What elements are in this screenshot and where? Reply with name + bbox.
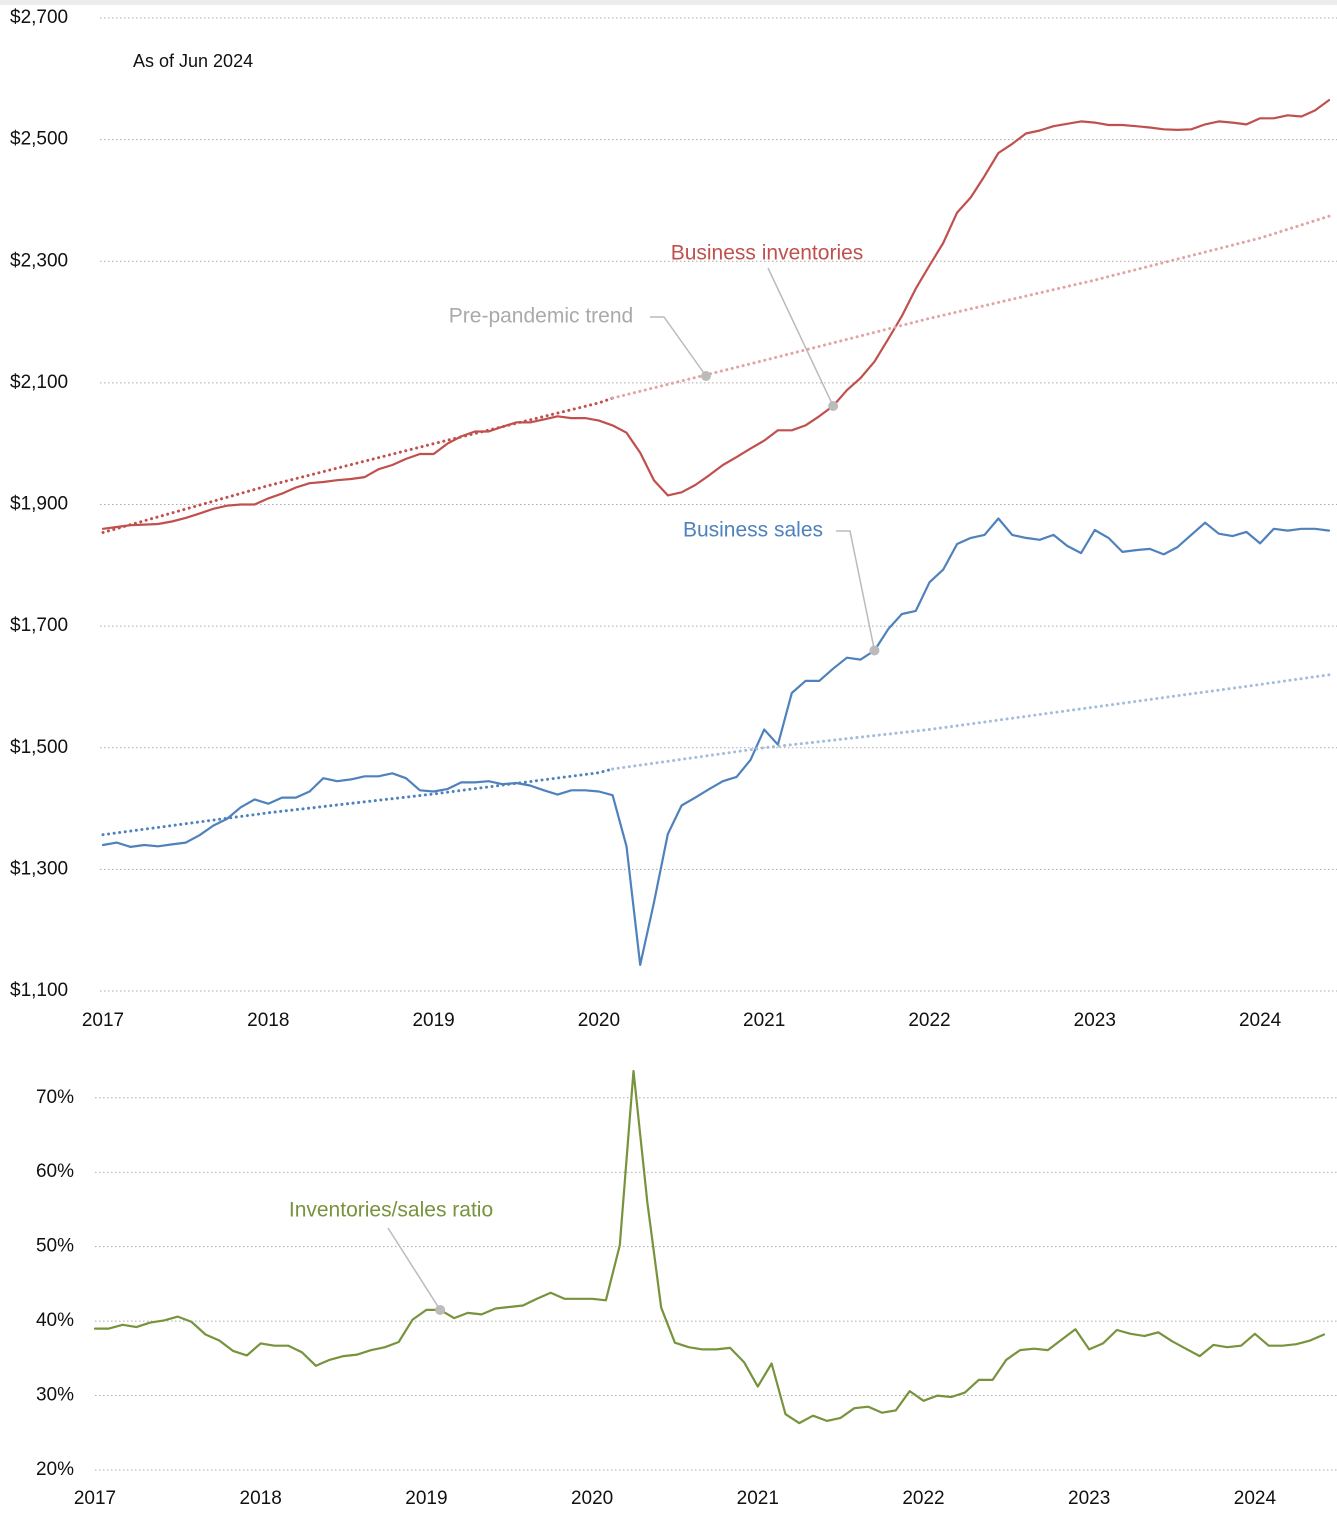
y-tick-label: 40% <box>36 1310 74 1331</box>
y-tick-label: $1,700 <box>10 615 68 636</box>
series-label: Pre-pandemic trend <box>449 305 633 328</box>
x-tick-label: 2023 <box>1074 1010 1116 1031</box>
y-tick-label: $2,300 <box>10 250 68 271</box>
y-tick-label: 20% <box>36 1459 74 1480</box>
y-tick-label: $1,900 <box>10 494 68 515</box>
leader-dot <box>435 1304 446 1315</box>
series-line <box>101 99 1331 530</box>
x-tick-label: 2021 <box>737 1488 779 1509</box>
leader-dot <box>869 645 880 656</box>
top-band <box>0 0 1337 5</box>
y-tick-label: $2,700 <box>10 7 68 28</box>
x-tick-label: 2022 <box>908 1010 950 1031</box>
x-tick-label: 2023 <box>1068 1488 1110 1509</box>
note: As of Jun 2024 <box>133 51 253 71</box>
x-tick-label: 2024 <box>1234 1488 1277 1509</box>
x-tick-label: 2017 <box>74 1488 116 1509</box>
y-tick-label: 60% <box>36 1161 74 1182</box>
y-tick-label: 30% <box>36 1385 74 1406</box>
leader-line <box>836 530 876 651</box>
leader-line <box>387 1227 441 1311</box>
x-tick-label: 2019 <box>405 1488 447 1509</box>
trend-line <box>101 767 615 837</box>
x-tick-label: 2017 <box>82 1010 124 1031</box>
y-tick-label: 50% <box>36 1236 74 1257</box>
x-tick-label: 2020 <box>578 1010 620 1031</box>
series-line <box>93 1069 1326 1425</box>
series-label: Business sales <box>683 519 823 542</box>
series-line <box>101 517 1331 966</box>
leader-line <box>650 316 707 377</box>
x-tick-label: 2022 <box>902 1488 944 1509</box>
trend-line <box>611 214 1331 400</box>
x-tick-label: 2021 <box>743 1010 785 1031</box>
series-label: Business inventories <box>671 242 864 265</box>
y-tick-label: $1,100 <box>10 980 68 1001</box>
leader-line <box>767 267 834 407</box>
leader-dot <box>701 371 711 381</box>
x-tick-label: 2019 <box>412 1010 454 1031</box>
y-tick-label: $2,500 <box>10 129 68 150</box>
x-tick-label: 2018 <box>247 1010 289 1031</box>
y-tick-label: $2,100 <box>10 372 68 393</box>
y-tick-label: $1,500 <box>10 737 68 758</box>
trend-line <box>611 673 1331 771</box>
y-tick-label: $1,300 <box>10 858 68 879</box>
y-tick-label: 70% <box>36 1087 74 1108</box>
x-tick-label: 2024 <box>1239 1010 1282 1031</box>
leader-dot <box>828 400 839 411</box>
x-tick-label: 2020 <box>571 1488 613 1509</box>
x-tick-label: 2018 <box>240 1488 282 1509</box>
series-label: Inventories/sales ratio <box>289 1199 493 1222</box>
trend-line <box>101 396 615 534</box>
